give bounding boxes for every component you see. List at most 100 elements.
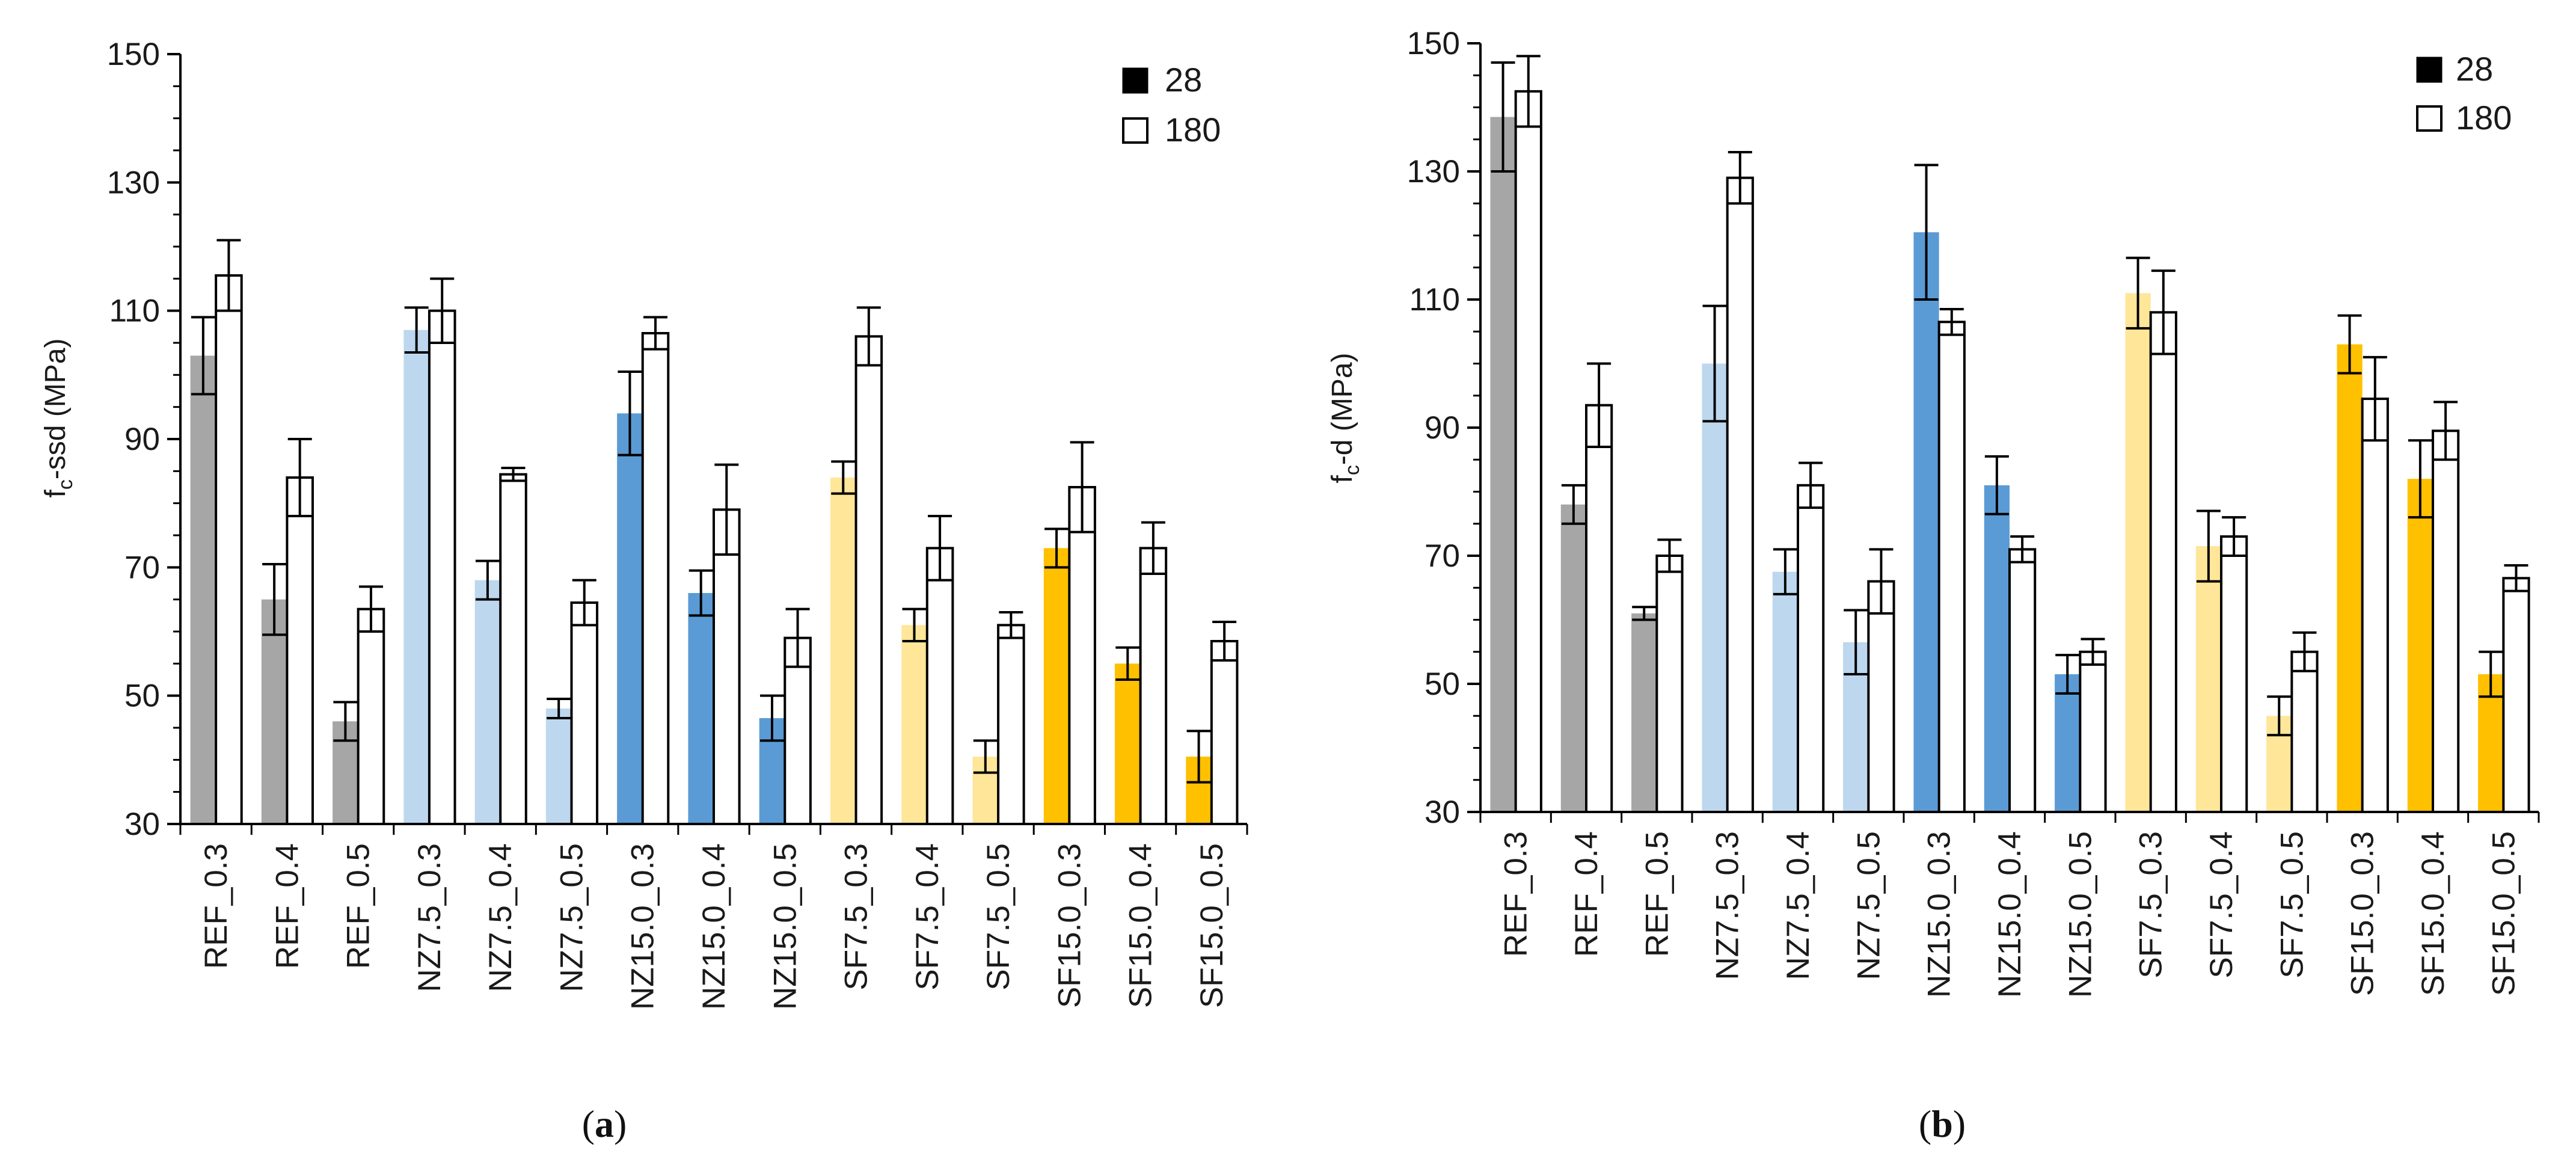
x-tick-label: SF15.0_0.4 [2415,831,2451,996]
bar-180-NZ15.0_0.3 [641,332,670,825]
error-bar-180-SF15.0_0.4 [1141,521,1165,575]
error-bar-180-REF_0.4 [287,438,312,517]
axes-a [167,53,1248,835]
x-tick-label: REF_0.5 [1639,831,1675,957]
bar-28-NZ15.0_0.4 [1984,485,2010,812]
bar-28-NZ7.5_0.4 [1772,571,1798,812]
y-tick-label: 110 [1409,282,1461,318]
bar-28-SF7.5_0.4 [2195,546,2221,812]
bar-28-SF15.0_0.3 [1043,548,1070,824]
y-tick-label: 70 [1424,538,1460,574]
x-tick-label: REF_0.3 [1498,831,1534,957]
x-tick-label: SF15.0_0.5 [2486,831,2521,996]
bar-28-SF7.5_0.3 [830,478,856,824]
error-bar-28-SF7.5_0.5 [2267,695,2292,737]
error-bar-180-SF7.5_0.4 [928,515,952,582]
error-bar-180-SF7.5_0.3 [856,306,881,367]
legend-swatch-28 [2416,57,2443,83]
y-tick-label: 150 [107,37,160,72]
y-tick-labels-a: 30 50 70 90 110 130 150 [107,37,160,842]
legend-label-180: 180 [2456,99,2512,137]
y-tick-label: 50 [124,678,160,714]
error-bar-180-SF7.5_0.4 [2222,516,2246,557]
x-tick-label: SF7.5_0.4 [2204,831,2239,979]
x-tick-label: NZ15.0_0.5 [767,843,803,1010]
legend-label-28: 28 [2456,50,2493,88]
legend-swatch-28 [1122,67,1148,94]
x-tick-label: SF15.0_0.3 [2345,831,2381,996]
error-bar-28-SF7.5_0.4 [902,607,927,642]
error-bar-28-REF_0.3 [1491,61,1515,173]
error-bar-180-REF_0.5 [358,585,383,633]
bar-180-SF7.5_0.5 [997,624,1025,826]
x-tick-label: SF15.0_0.4 [1123,843,1159,1008]
x-tick-label: SF7.5_0.5 [981,843,1016,991]
error-bar-180-NZ7.5_0.3 [430,277,455,344]
error-bar-180-SF15.0_0.3 [2363,355,2387,442]
error-bar-28-REF_0.5 [1632,606,1657,621]
error-bar-28-NZ7.5_0.5 [547,698,571,719]
x-tick-label: NZ7.5_0.3 [412,843,447,992]
error-bar-180-SF7.5_0.3 [2151,269,2176,355]
error-bar-28-NZ7.5_0.4 [1773,548,1797,595]
error-bar-180-NZ15.0_0.4 [2010,535,2035,564]
panel-label-b: (b) [1919,1102,1966,1145]
bars-b [1490,90,2530,814]
error-bar-28-NZ7.5_0.3 [404,306,429,354]
legend-label-28: 28 [1165,61,1202,99]
bar-180-SF15.0_0.3 [2361,398,2389,813]
y-tick-label: 90 [124,422,160,457]
x-tick-label: NZ7.5_0.4 [483,843,518,992]
error-bar-28-SF15.0_0.3 [2337,314,2362,375]
y-tick-labels-b: 30 50 70 90 110 130 150 [1407,26,1460,830]
y-axis-label-a: fc-ssd (MPa) [40,338,77,497]
y-tick-label: 50 [1424,666,1460,702]
x-tick-label: SF7.5_0.3 [2133,831,2169,979]
bar-28-NZ7.5_0.3 [403,330,429,824]
bar-180-REF_0.4 [1585,404,1613,813]
error-bar-28-SF15.0_0.5 [2479,650,2503,698]
x-tick-label: SF15.0_0.5 [1194,843,1230,1008]
x-tick-label: NZ15.0_0.3 [1922,831,1957,998]
bar-180-SF15.0_0.4 [2432,429,2460,813]
chart-b: 30 50 70 90 110 130 150 REF_0.3 REF_0.4 REF_0.5 N… [1326,26,2540,1145]
error-bar-28-NZ15.0_0.4 [688,569,713,617]
x-tick-label: NZ7.5_0.5 [1851,831,1886,980]
error-bar-180-SF7.5_0.5 [999,611,1023,639]
bar-28-REF_0.5 [1631,613,1657,812]
chart-a: 30 50 70 90 110 130 150 REF_0.3 REF_0.4 REF_0.5 N… [40,37,1248,1145]
x-tick-label: REF_0.3 [198,843,234,969]
error-bar-28-SF15.0_0.5 [1186,730,1211,784]
error-bars-b [1491,55,2528,737]
error-bar-180-REF_0.3 [216,239,241,312]
error-bar-180-NZ7.5_0.3 [1728,151,1752,205]
bar-180-SF7.5_0.5 [2290,650,2319,813]
error-bar-180-NZ7.5_0.5 [572,579,596,627]
error-bar-28-NZ7.5_0.3 [1702,304,1727,423]
legend-label-180: 180 [1165,111,1221,149]
y-tick-label: 130 [1407,154,1460,189]
bar-180-NZ15.0_0.4 [713,508,741,825]
error-bar-180-NZ7.5_0.5 [1869,548,1894,615]
error-bar-28-SF7.5_0.3 [2126,256,2150,330]
bar-180-REF_0.3 [215,274,243,825]
legend-b: 28 180 [2416,50,2512,137]
error-bar-28-REF_0.3 [191,316,215,396]
error-bar-28-REF_0.4 [262,563,287,636]
y-tick-label: 70 [124,550,160,585]
x-tick-label: REF_0.4 [269,843,305,969]
bar-180-NZ7.5_0.5 [570,601,599,825]
bar-28-NZ7.5_0.4 [474,580,501,824]
legend-swatch-180 [2416,105,2443,132]
bar-180-SF15.0_0.5 [1210,640,1239,825]
bar-180-SF7.5_0.3 [2149,311,2177,813]
error-bars-a [191,239,1237,784]
bar-28-NZ15.0_0.4 [688,593,714,824]
legend-swatch-180 [1122,117,1148,144]
bar-180-SF15.0_0.3 [1068,486,1096,825]
error-bar-180-SF15.0_0.4 [2433,401,2458,461]
error-bar-28-NZ15.0_0.4 [1984,455,2009,515]
x-tick-label: SF7.5_0.5 [2274,831,2310,979]
bar-28-NZ15.0_0.3 [617,413,643,824]
bar-180-NZ7.5_0.4 [499,473,527,825]
